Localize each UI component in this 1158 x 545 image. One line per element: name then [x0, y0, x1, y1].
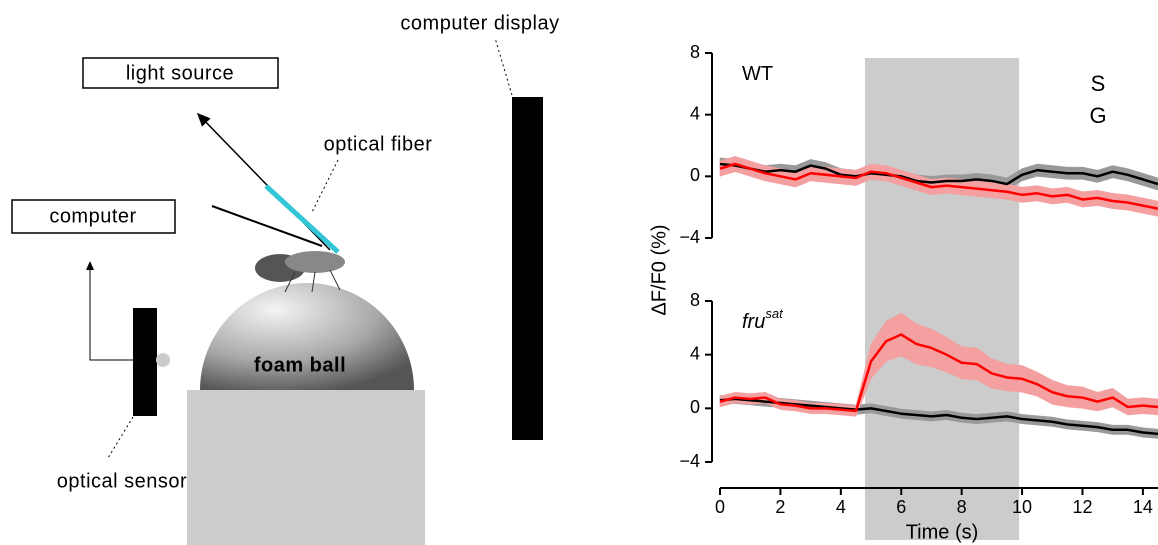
optical-fiber-label: optical fiber [324, 133, 433, 155]
figure: foam ball computer display light source … [0, 0, 1158, 545]
y-tick-label: 4 [690, 343, 700, 363]
sensor-lens [156, 353, 170, 367]
page: {"diagram": {"labels": {"light_source": … [0, 0, 1158, 545]
chart: −4 0 4 8 SG WT ΔF/F0 (%) −4 0 4 8 frusat 0 2 4 6 8 10 12 14… [648, 42, 1158, 544]
display-label: computer display [400, 12, 559, 34]
diagram: foam ball computer display light source … [12, 12, 560, 545]
y-tick-label: 8 [690, 290, 700, 310]
sensor-arrow [90, 262, 133, 360]
stand [187, 390, 425, 545]
optical-sensor [133, 308, 157, 416]
panel-label-text: fru [742, 311, 765, 333]
x-tick-label: 2 [775, 497, 785, 517]
panel-label: WT [742, 63, 773, 85]
legend-entry: S [1091, 71, 1106, 96]
x-tick-label: 4 [836, 497, 846, 517]
light-source-label: light source [126, 62, 234, 84]
x-tick-label: 6 [896, 497, 906, 517]
x-tick-label: 12 [1072, 497, 1092, 517]
optical-fiber [266, 186, 338, 252]
fiber-holder [212, 206, 322, 246]
optical-sensor-label: optical sensor [57, 470, 187, 492]
x-tick-label: 8 [957, 497, 967, 517]
y-tick-label: −4 [679, 451, 700, 471]
legend-entry: G [1089, 103, 1106, 128]
leader [312, 160, 338, 212]
foam-ball-label: foam ball [254, 354, 346, 376]
x-tick-label: 0 [715, 497, 725, 517]
x-tick-label: 10 [1012, 497, 1032, 517]
panel-label: frusat [742, 306, 784, 333]
y-tick-label: 0 [690, 165, 700, 185]
fly-body [285, 251, 345, 273]
y-tick-label: 8 [690, 42, 700, 62]
y-tick-label: 0 [690, 397, 700, 417]
y-tick-label: 4 [690, 103, 700, 123]
leader [495, 38, 512, 95]
y-tick-label: −4 [679, 227, 700, 247]
panel-label-text: WT [742, 63, 773, 85]
leader [108, 417, 133, 458]
panel-label-sup: sat [765, 306, 784, 321]
x-tick-label: 14 [1133, 497, 1153, 517]
computer-label: computer [49, 205, 136, 227]
y-axis-label: ΔF/F0 (%) [648, 224, 670, 315]
x-axis-label: Time (s) [906, 521, 979, 543]
display [512, 97, 543, 440]
